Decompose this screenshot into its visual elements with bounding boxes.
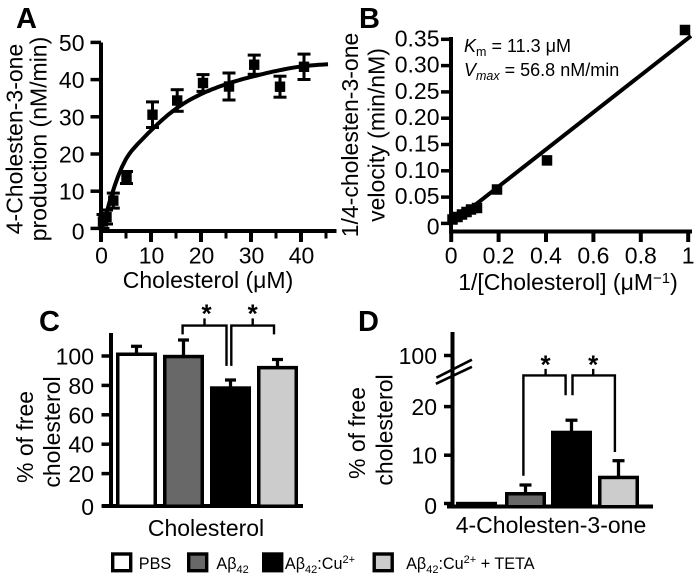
svg-text:4-Cholesten-3-one: 4-Cholesten-3-one: [456, 512, 647, 538]
svg-text:40: 40: [59, 67, 85, 93]
svg-text:0.6: 0.6: [577, 243, 609, 269]
svg-text:100: 100: [56, 344, 94, 370]
svg-text:cholesterol: cholesterol: [39, 376, 65, 487]
svg-text:80: 80: [68, 373, 94, 399]
svg-text:30: 30: [239, 243, 265, 269]
svg-text:*: *: [541, 350, 552, 380]
svg-text:20: 20: [411, 394, 437, 420]
svg-text:0: 0: [424, 493, 437, 519]
svg-text:4-Cholesten-3-one: 4-Cholesten-3-one: [1, 44, 27, 235]
svg-text:40: 40: [289, 243, 315, 269]
svg-text:Cholesterol (μM): Cholesterol (μM): [123, 267, 293, 293]
svg-text:Cholesterol: Cholesterol: [148, 515, 264, 541]
svg-text:*: *: [588, 350, 599, 380]
svg-text:10: 10: [139, 243, 165, 269]
svg-text:0.2: 0.2: [483, 243, 515, 269]
svg-text:velocity (min/nM): velocity (min/nM): [363, 48, 389, 222]
svg-text:D: D: [358, 306, 379, 338]
svg-text:20: 20: [189, 243, 215, 269]
svg-text:20: 20: [59, 142, 85, 168]
svg-text:10: 10: [411, 443, 437, 469]
svg-text:0.30: 0.30: [395, 52, 440, 78]
svg-text:100: 100: [399, 343, 437, 369]
svg-text:cholesterol: cholesterol: [371, 374, 397, 485]
svg-text:*: *: [201, 299, 212, 329]
svg-text:0.05: 0.05: [395, 183, 440, 209]
svg-text:*: *: [248, 299, 259, 329]
svg-text:0.20: 0.20: [395, 104, 440, 130]
svg-text:20: 20: [68, 461, 94, 487]
svg-text:0.8: 0.8: [625, 243, 657, 269]
svg-text:0.35: 0.35: [395, 25, 440, 51]
svg-text:B: B: [359, 3, 380, 35]
svg-text:0: 0: [427, 213, 440, 239]
svg-text:1/[Cholesterol] (μM−1): 1/[Cholesterol] (μM−1): [458, 269, 678, 295]
svg-text:0.25: 0.25: [395, 78, 440, 104]
svg-text:A: A: [16, 3, 37, 35]
svg-text:0.10: 0.10: [395, 157, 440, 183]
svg-text:PBS: PBS: [139, 555, 172, 573]
svg-text:0: 0: [81, 494, 94, 520]
svg-text:30: 30: [59, 104, 85, 130]
svg-text:production (nM/min): production (nM/min): [26, 37, 52, 242]
svg-text:10: 10: [59, 179, 85, 205]
svg-text:0: 0: [72, 218, 85, 244]
svg-text:0: 0: [445, 243, 458, 269]
svg-text:C: C: [39, 306, 60, 338]
svg-text:% of free: % of free: [12, 391, 38, 483]
svg-text:1/4-cholesten-3-one: 1/4-cholesten-3-one: [337, 33, 363, 238]
svg-text:0.15: 0.15: [395, 131, 440, 157]
svg-text:1: 1: [682, 243, 695, 269]
svg-text:Aβ42:Cu2+: Aβ42:Cu2+: [285, 554, 355, 576]
svg-text:Aβ42:Cu2+ + TETA: Aβ42:Cu2+ + TETA: [406, 554, 535, 576]
svg-text:40: 40: [68, 432, 94, 458]
svg-text:0: 0: [95, 243, 108, 269]
svg-text:Km = 11.3 μM: Km = 11.3 μM: [464, 36, 571, 59]
svg-text:Vmax = 56.8 nM/min: Vmax = 56.8 nM/min: [464, 60, 619, 83]
svg-text:60: 60: [68, 402, 94, 428]
svg-text:50: 50: [59, 30, 85, 56]
svg-text:0.4: 0.4: [530, 243, 562, 269]
svg-text:% of free: % of free: [344, 387, 370, 479]
